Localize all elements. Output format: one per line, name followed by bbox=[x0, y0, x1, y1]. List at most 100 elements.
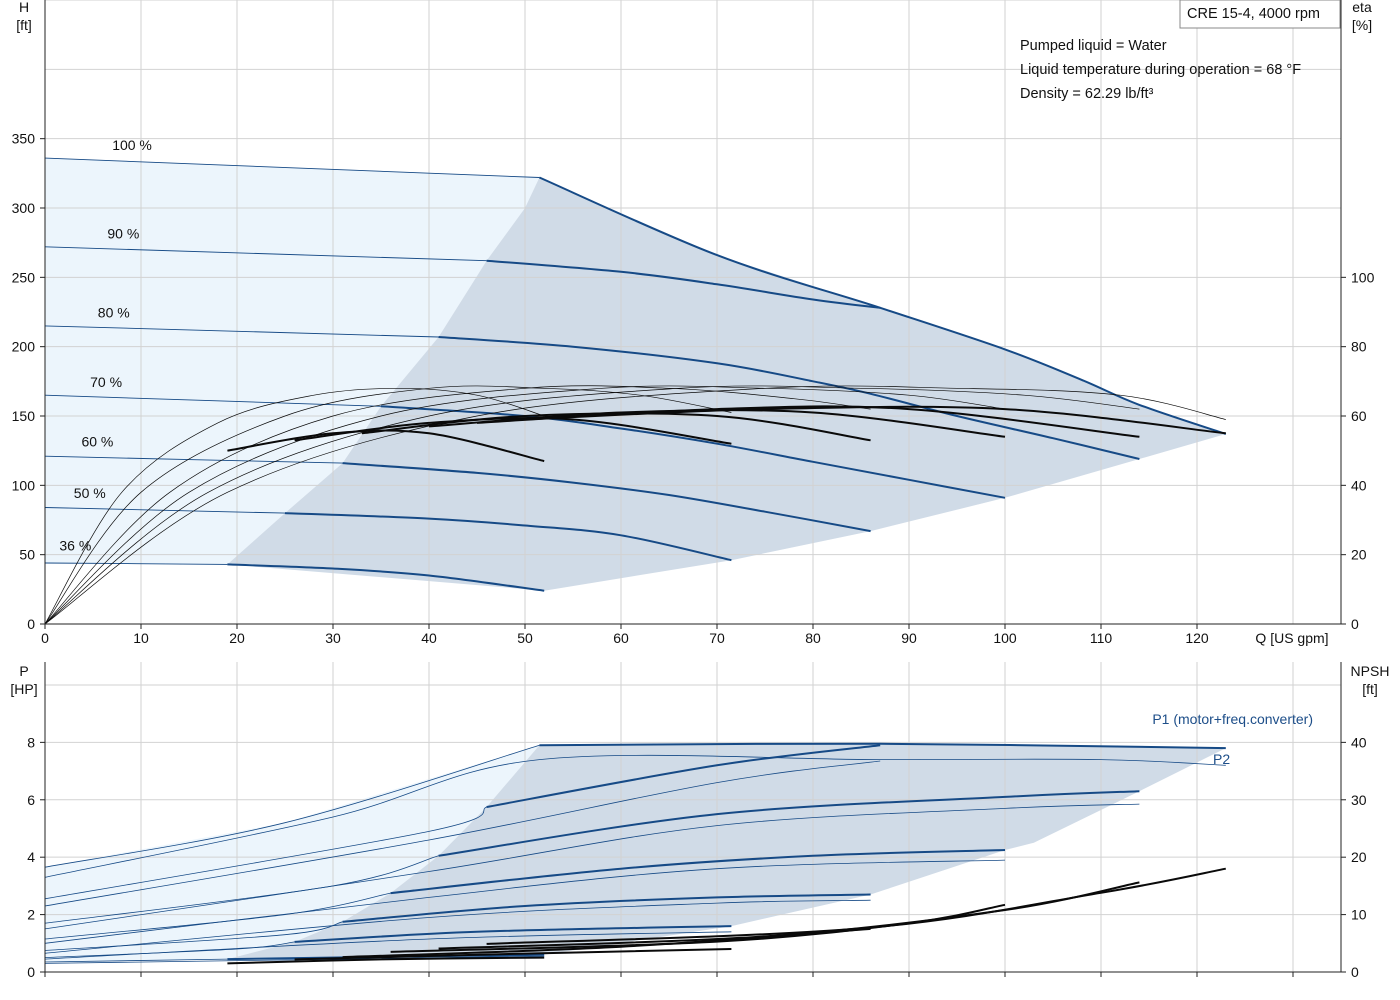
p2-label: P2 bbox=[1213, 751, 1230, 767]
p1-curve-thick bbox=[342, 893, 871, 923]
speed-label-100: 100 % bbox=[112, 137, 152, 153]
head-range-light-fill bbox=[45, 158, 540, 565]
efficiency-curve-thick bbox=[294, 417, 732, 445]
p2-curve bbox=[44, 754, 1226, 878]
npsh-y-tick-label: 20 bbox=[1351, 849, 1367, 865]
p1-curve-thin bbox=[44, 892, 391, 940]
p1-curve-thick bbox=[294, 925, 732, 943]
power-y-tick-label: 2 bbox=[27, 907, 35, 923]
y2-tick-label: 20 bbox=[1351, 547, 1367, 563]
x-tick-label: 80 bbox=[805, 630, 821, 646]
x-tick-label: 100 bbox=[993, 630, 1017, 646]
axes bbox=[40, 0, 1346, 977]
head-curve-thick bbox=[342, 462, 871, 533]
speed-label-90: 90 % bbox=[107, 226, 139, 242]
npsh-axis-unit: [ft] bbox=[1362, 681, 1378, 697]
npsh-axis-title: NPSH bbox=[1351, 663, 1390, 679]
y2-tick-label: 60 bbox=[1351, 408, 1367, 424]
p1-curve-thin bbox=[44, 855, 439, 924]
title-box bbox=[1179, 0, 1341, 29]
x-tick-label: 0 bbox=[41, 630, 49, 646]
x-axis-title: Q [US gpm] bbox=[1255, 630, 1328, 646]
pumped-liquid: Pumped liquid = Water bbox=[1020, 38, 1167, 54]
speed-label-60: 60 % bbox=[81, 434, 113, 450]
efficiency-curve-thin bbox=[44, 385, 871, 625]
power-axis-unit: [HP] bbox=[10, 681, 37, 697]
y2-axis-title: eta bbox=[1352, 0, 1372, 15]
head-curve-thin bbox=[44, 246, 487, 262]
p1-curve-thin bbox=[44, 958, 228, 963]
x-tick-label: 20 bbox=[229, 630, 245, 646]
y-tick-label: 200 bbox=[12, 339, 36, 355]
p1-curve-thick bbox=[486, 744, 881, 808]
efficiency-curve-thick bbox=[524, 405, 1226, 435]
head-curve-thin bbox=[44, 325, 439, 338]
y-tick-label: 0 bbox=[27, 616, 35, 632]
y-tick-label: 50 bbox=[19, 547, 35, 563]
speed-label-80: 80 % bbox=[98, 305, 130, 321]
axis-labels: 0 10 20 30 40 50 60 70 80 90 100 110 120050100150200… bbox=[10, 0, 1389, 980]
head-curve-thick bbox=[438, 336, 1140, 460]
y2-tick-label: 100 bbox=[1351, 269, 1375, 285]
x-tick-label: 90 bbox=[901, 630, 917, 646]
y2-axis-unit: [%] bbox=[1352, 17, 1372, 33]
x-tick-label: 30 bbox=[325, 630, 341, 646]
y-tick-label: 150 bbox=[12, 408, 36, 424]
head-curve-thin bbox=[44, 507, 286, 514]
x-tick-label: 40 bbox=[421, 630, 437, 646]
x-tick-label: 50 bbox=[517, 630, 533, 646]
x-tick-label: 120 bbox=[1185, 630, 1209, 646]
grid-lines bbox=[45, 0, 1341, 972]
head-curve-thick bbox=[284, 512, 732, 562]
y-axis-unit: [ft] bbox=[16, 17, 32, 33]
x-tick-label: 10 bbox=[133, 630, 149, 646]
chart-title: CRE 15-4, 4000 rpm bbox=[1187, 6, 1320, 22]
speed-label-50: 50 % bbox=[74, 485, 106, 501]
p1-curve-thin bbox=[44, 941, 295, 958]
speed-label-70: 70 % bbox=[90, 374, 122, 390]
liquid-density: Density = 62.29 lb/ft³ bbox=[1020, 86, 1154, 102]
y2-tick-label: 80 bbox=[1351, 339, 1367, 355]
x-tick-label: 60 bbox=[613, 630, 629, 646]
p2-curve bbox=[44, 899, 871, 954]
head-curve-thin bbox=[44, 157, 540, 178]
head-curve-thin bbox=[44, 394, 382, 407]
power-axis-title: P bbox=[19, 663, 28, 679]
head-curve-thick bbox=[380, 405, 1006, 499]
npsh-y-tick-label: 0 bbox=[1351, 964, 1359, 980]
power-y-tick-label: 0 bbox=[27, 964, 35, 980]
p1-curve-thin bbox=[44, 806, 487, 900]
liquid-temperature: Liquid temperature during operation = 68… bbox=[1020, 62, 1301, 78]
power-y-tick-label: 4 bbox=[27, 849, 35, 865]
p2-curve bbox=[44, 803, 1140, 930]
npsh-curve bbox=[294, 948, 732, 961]
y-tick-label: 350 bbox=[12, 131, 36, 147]
y2-tick-label: 0 bbox=[1351, 616, 1359, 632]
npsh-y-tick-label: 30 bbox=[1351, 792, 1367, 808]
npsh-curve bbox=[486, 867, 1226, 945]
p1-curve-thin bbox=[44, 744, 540, 868]
p2-curve bbox=[44, 760, 881, 907]
p1-curve-thin bbox=[44, 921, 343, 951]
y-tick-label: 300 bbox=[12, 200, 36, 216]
head-curve-thin bbox=[44, 562, 228, 565]
efficiency-curve-thin bbox=[44, 385, 1140, 625]
x-tick-label: 70 bbox=[709, 630, 725, 646]
p1-curve-thick bbox=[438, 790, 1140, 857]
npsh-curve bbox=[227, 956, 545, 965]
npsh-y-tick-label: 40 bbox=[1351, 734, 1367, 750]
p1-curve-thick bbox=[390, 849, 1006, 895]
head-range-dark-fill bbox=[227, 177, 1226, 591]
head-curve-thin bbox=[44, 455, 343, 464]
head-curve-thick bbox=[539, 176, 1227, 435]
power-y-tick-label: 8 bbox=[27, 734, 35, 750]
performance-curves bbox=[44, 157, 1227, 965]
efficiency-curve-thin bbox=[44, 385, 1006, 625]
speed-label-36: 36 % bbox=[59, 538, 91, 554]
efficiency-curve-thin bbox=[44, 385, 1226, 625]
x-tick-label: 110 bbox=[1090, 630, 1113, 646]
y-tick-label: 250 bbox=[12, 269, 36, 285]
npsh-y-tick-label: 10 bbox=[1351, 907, 1367, 923]
p2-curve bbox=[44, 955, 545, 964]
